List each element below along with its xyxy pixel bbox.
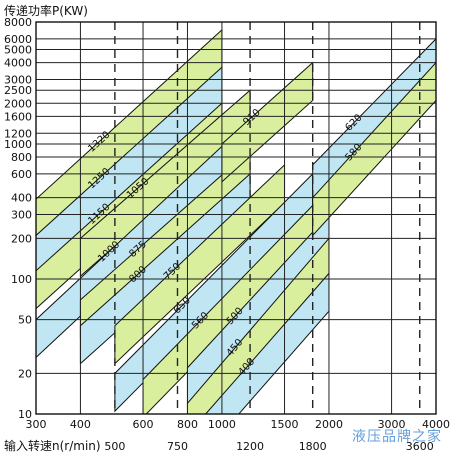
- x-tick-label-top: 1500: [271, 418, 299, 431]
- x-tick-label-bottom: 750: [167, 440, 188, 453]
- y-tick-label: 2000: [4, 97, 32, 110]
- x-tick-label-top: 1000: [208, 418, 236, 431]
- watermark-text: 液压品牌之家: [352, 429, 442, 445]
- y-tick-label: 1000: [4, 138, 32, 151]
- x-tick-label-top: 4000: [422, 418, 450, 431]
- y-tick-label: 3000: [4, 74, 32, 87]
- y-tick-label: 300: [11, 209, 32, 222]
- y-tick-label: 6000: [4, 33, 32, 46]
- y-tick-label: 400: [11, 192, 32, 205]
- x-tick-label-top: 3000: [378, 418, 406, 431]
- y-tick-label: 800: [11, 151, 32, 164]
- y-tick-label: 2500: [4, 84, 32, 97]
- y-tick-label: 4000: [4, 57, 32, 70]
- x-tick-label-top: 2000: [315, 418, 343, 431]
- y-tick-label: 8000: [4, 16, 32, 29]
- x-tick-label-top: 600: [133, 418, 154, 431]
- y-tick-label: 5000: [4, 44, 32, 57]
- y-tick-label: 600: [11, 168, 32, 181]
- x-tick-label-bottom: 1200: [236, 440, 264, 453]
- x-tick-label-top: 800: [177, 418, 198, 431]
- y-tick-label: 100: [11, 273, 32, 286]
- plot-frame: [35, 21, 437, 415]
- x-tick-label-top: 300: [26, 418, 47, 431]
- y-tick-label: 1600: [4, 110, 32, 123]
- x-tick-label-bottom: 3600: [406, 440, 434, 453]
- y-tick-label: 20: [18, 367, 32, 380]
- y-tick-label: 200: [11, 232, 32, 245]
- x-tick-label-bottom: 1800: [299, 440, 327, 453]
- y-axis-title: 传递功率P(KW): [4, 4, 88, 18]
- y-tick-label: 10: [18, 408, 32, 421]
- x-tick-label-bottom: 500: [104, 440, 125, 453]
- y-tick-label: 50: [18, 314, 32, 327]
- y-tick-label: 1200: [4, 127, 32, 140]
- x-axis-title: 输入转速n(r/min): [4, 439, 101, 453]
- x-tick-label-top: 400: [70, 418, 91, 431]
